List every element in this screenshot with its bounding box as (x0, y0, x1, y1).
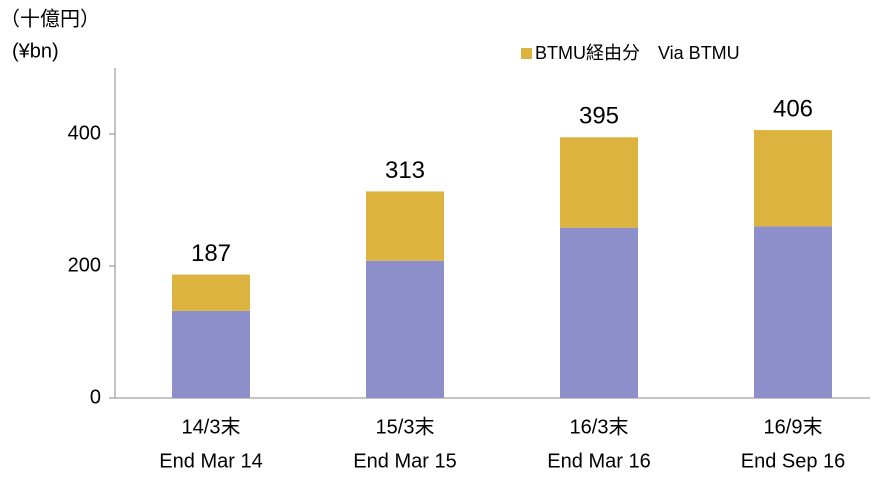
bar-segment (560, 137, 638, 228)
y-tick-label: 0 (90, 386, 101, 408)
bar-segment (366, 191, 444, 261)
x-tick-label: End Mar 16 (547, 450, 650, 472)
legend-swatch (521, 48, 532, 59)
unit-label: (¥bn) (12, 40, 59, 62)
x-tick-label: 15/3末 (376, 415, 435, 438)
x-tick-label: 16/3末 (570, 415, 629, 438)
bar-segment (754, 130, 832, 227)
y-tick-label: 400 (68, 122, 101, 144)
bar-segment (172, 274, 250, 311)
x-tick-label: End Mar 14 (159, 450, 262, 472)
x-tick-label: 16/9末 (764, 415, 823, 438)
unit-label: （十億円） (0, 7, 100, 30)
x-tick-label: End Sep 16 (741, 450, 846, 472)
total-label: 406 (773, 95, 813, 122)
x-tick-label: 14/3末 (182, 415, 241, 438)
legend-label: BTMU経由分 Via BTMU (535, 43, 740, 63)
y-tick-label: 200 (68, 254, 101, 276)
total-label: 187 (191, 240, 231, 267)
total-label: 313 (385, 157, 425, 184)
bar-segment (560, 227, 638, 398)
x-tick-label: End Mar 15 (353, 450, 456, 472)
bar-segment (366, 260, 444, 398)
bar-segment (754, 226, 832, 398)
bar-segment (172, 310, 250, 398)
total-label: 395 (579, 103, 619, 130)
